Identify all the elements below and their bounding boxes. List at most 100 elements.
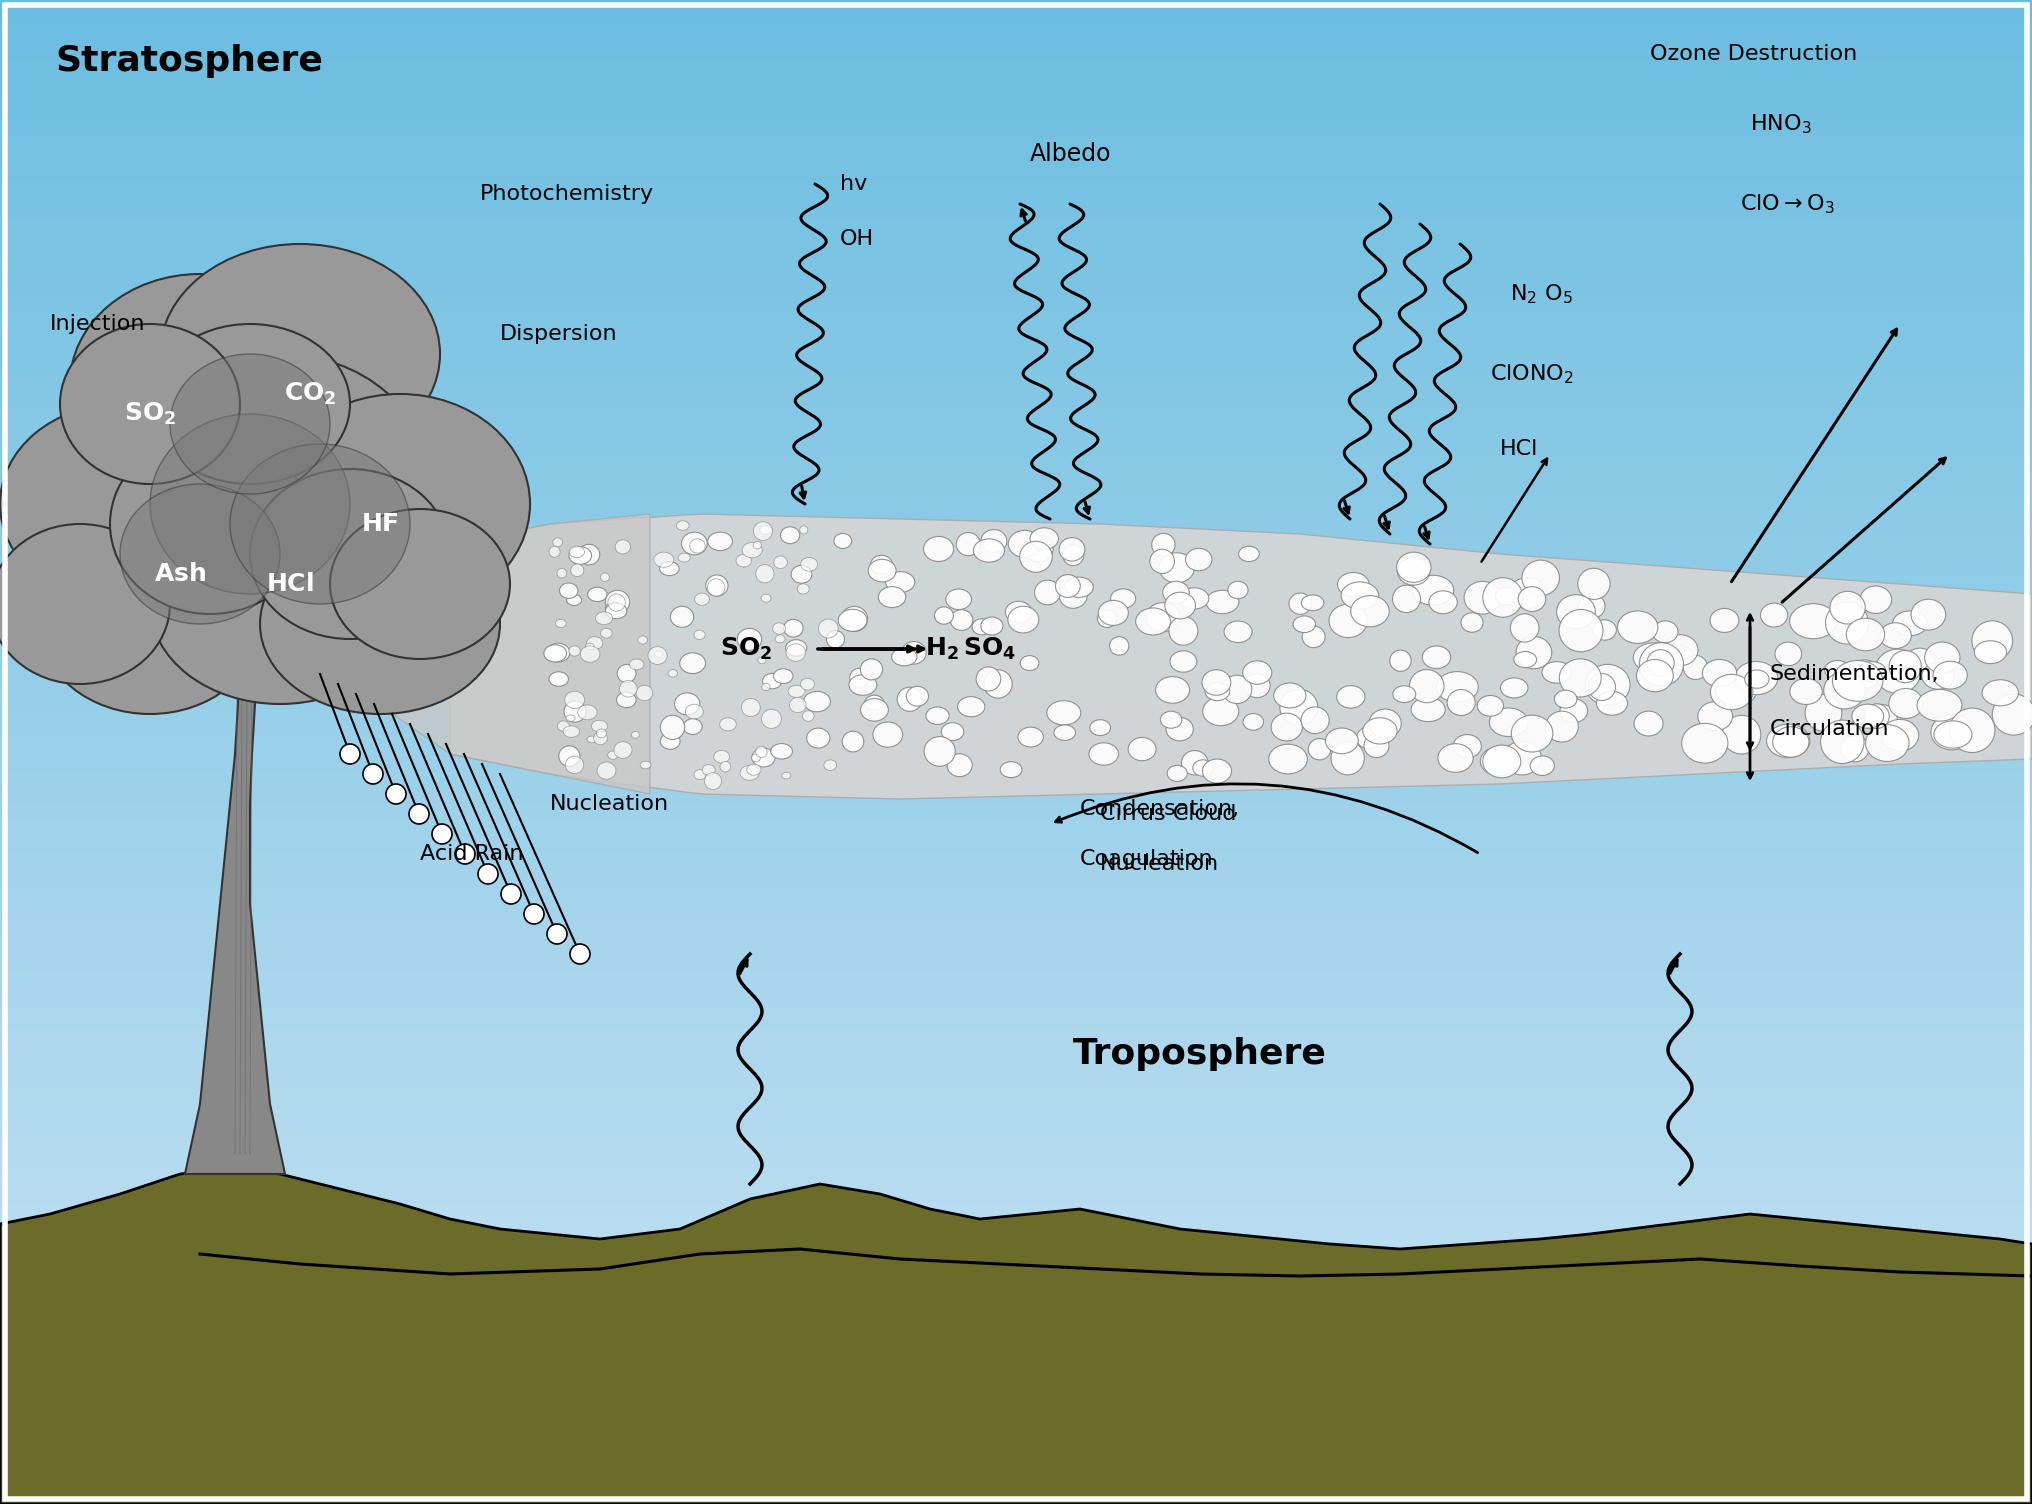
Bar [0, 135, 2032, 138]
Bar [0, 967, 2032, 972]
Bar [0, 1126, 2032, 1130]
Ellipse shape [1193, 760, 1213, 776]
Bar [0, 987, 2032, 991]
Bar [0, 829, 2032, 832]
Ellipse shape [1790, 603, 1837, 639]
Ellipse shape [1437, 672, 1479, 702]
Bar [0, 857, 2032, 860]
Ellipse shape [230, 444, 410, 605]
Bar [0, 196, 2032, 200]
Bar [0, 50, 2032, 53]
Ellipse shape [630, 659, 644, 669]
Bar [0, 784, 2032, 788]
Ellipse shape [1412, 576, 1453, 605]
Circle shape [455, 844, 475, 863]
Bar [0, 241, 2032, 245]
Ellipse shape [695, 593, 709, 605]
Bar [0, 972, 2032, 975]
Bar [0, 1065, 2032, 1069]
Ellipse shape [1991, 693, 2032, 735]
Bar [0, 474, 2032, 477]
Ellipse shape [1831, 591, 1865, 624]
Bar [0, 212, 2032, 217]
Bar [0, 874, 2032, 877]
Text: Ozone Destruction: Ozone Destruction [1650, 44, 1857, 65]
Ellipse shape [1559, 659, 1601, 696]
Bar [0, 845, 2032, 848]
Ellipse shape [705, 773, 721, 790]
Ellipse shape [752, 747, 774, 767]
Bar [0, 465, 2032, 469]
Bar [0, 322, 2032, 326]
Bar [0, 314, 2032, 319]
Bar [0, 1191, 2032, 1196]
Bar [0, 531, 2032, 534]
Ellipse shape [1652, 621, 1678, 642]
Text: N$_2$ O$_5$: N$_2$ O$_5$ [1510, 283, 1573, 305]
Bar [0, 726, 2032, 731]
Ellipse shape [742, 543, 762, 558]
Ellipse shape [41, 534, 260, 714]
Ellipse shape [788, 686, 805, 698]
Ellipse shape [1489, 708, 1528, 737]
Ellipse shape [736, 555, 752, 567]
Bar [0, 281, 2032, 286]
Ellipse shape [601, 629, 612, 638]
Text: Stratosphere: Stratosphere [55, 44, 323, 78]
Ellipse shape [1772, 726, 1808, 757]
Ellipse shape [1158, 553, 1195, 584]
Ellipse shape [1711, 674, 1754, 710]
Bar [0, 21, 2032, 24]
Bar [0, 1130, 2032, 1134]
Ellipse shape [577, 705, 597, 720]
Bar [0, 1098, 2032, 1101]
Ellipse shape [1481, 746, 1518, 776]
Bar [0, 310, 2032, 314]
Ellipse shape [1018, 726, 1042, 747]
Bar [0, 1139, 2032, 1143]
Ellipse shape [762, 710, 782, 728]
Ellipse shape [1934, 720, 1971, 747]
Ellipse shape [1703, 659, 1737, 687]
Ellipse shape [579, 544, 599, 566]
Ellipse shape [660, 561, 679, 576]
Bar [0, 379, 2032, 384]
Bar [0, 588, 2032, 591]
Bar [0, 1179, 2032, 1184]
Ellipse shape [1059, 584, 1087, 608]
Ellipse shape [547, 644, 569, 662]
Ellipse shape [868, 559, 896, 582]
Bar [0, 362, 2032, 367]
Text: HNO$_3$: HNO$_3$ [1750, 113, 1813, 135]
Ellipse shape [654, 552, 675, 567]
Text: $\mathbf{CO_2}$: $\mathbf{CO_2}$ [284, 381, 335, 408]
Ellipse shape [1179, 588, 1209, 609]
Ellipse shape [705, 575, 727, 596]
Bar [0, 493, 2032, 498]
Bar [0, 1110, 2032, 1114]
Bar [0, 722, 2032, 726]
Ellipse shape [782, 772, 790, 779]
Text: $\mathbf{H_2\,SO_4}$: $\mathbf{H_2\,SO_4}$ [925, 636, 1016, 662]
Ellipse shape [1502, 741, 1542, 775]
Bar [0, 302, 2032, 305]
Ellipse shape [1300, 596, 1325, 611]
Ellipse shape [1514, 651, 1536, 668]
Ellipse shape [1288, 593, 1311, 614]
Bar [0, 750, 2032, 755]
Ellipse shape [738, 629, 762, 650]
Ellipse shape [833, 534, 851, 549]
Ellipse shape [1857, 662, 1886, 681]
Polygon shape [185, 654, 284, 1175]
Bar [0, 738, 2032, 743]
Ellipse shape [1150, 549, 1174, 573]
Bar [0, 5, 2032, 8]
Bar [0, 8, 2032, 12]
Ellipse shape [1160, 711, 1183, 728]
Bar [0, 110, 2032, 114]
Bar [0, 53, 2032, 57]
Ellipse shape [1546, 711, 1579, 741]
Bar [0, 734, 2032, 738]
Ellipse shape [1922, 663, 1955, 689]
Bar [0, 1093, 2032, 1098]
